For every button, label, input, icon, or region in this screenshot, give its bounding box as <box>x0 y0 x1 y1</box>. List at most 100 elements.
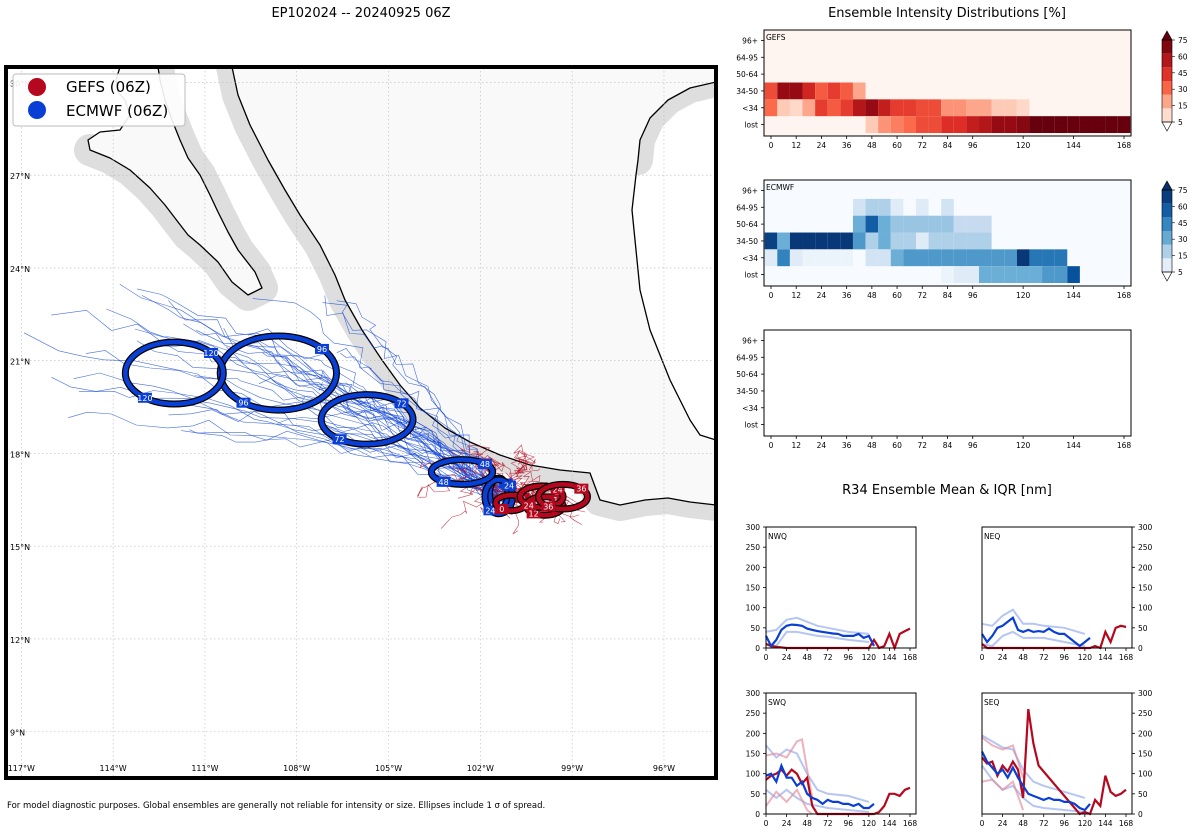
x-tick-label: 144 <box>882 653 897 662</box>
lead-label: 36 <box>543 503 553 512</box>
heatmap-cell <box>966 266 980 283</box>
heatmap-cell <box>789 249 803 267</box>
y-tick-label: 250 <box>1138 543 1153 552</box>
x-tick-label: 24 <box>817 291 827 300</box>
heatmap-cell <box>802 249 816 267</box>
colorbar-tick-label: 5 <box>1178 118 1183 127</box>
heatmap-cell <box>815 232 828 250</box>
heatmap-cell <box>941 198 954 216</box>
ecmwf-iqr-line <box>981 608 1086 635</box>
heatmap-cell <box>815 99 828 117</box>
heatmap-cell <box>827 249 841 267</box>
track-map: 00242448487272969612012000121224243636 3… <box>4 65 718 780</box>
lon-label: 96°W <box>653 764 675 773</box>
heatmap-cell <box>777 99 790 117</box>
heatmap-cell <box>979 232 992 250</box>
lead-label-bg <box>394 398 409 409</box>
heatmap-cell <box>878 215 891 233</box>
intensity-panel: 96+ 64-95 50-64 34-50 <34 lost 0 12 24 36 48 60 72 84… <box>736 329 1132 450</box>
lead-label: 24 <box>553 486 563 495</box>
heatmap-cell <box>802 232 816 250</box>
panel-label: GEFS <box>766 33 786 42</box>
ecmwf-member-track <box>331 395 500 492</box>
colorbar-segment <box>1162 258 1172 272</box>
heatmap-cell <box>915 116 929 133</box>
ecmwf-mean-line <box>765 762 875 810</box>
colorbar-tick-label: 15 <box>1178 252 1188 261</box>
heatmap-cell <box>802 82 816 100</box>
x-tick-label: 168 <box>1119 653 1134 662</box>
heatmap-cell <box>852 99 866 117</box>
lead-label-bg <box>526 508 541 519</box>
ecmwf-member-track <box>324 295 496 493</box>
lead-label: 96 <box>238 399 248 408</box>
y-tick-label: 300 <box>746 523 761 532</box>
ecmwf-iqr-line <box>765 630 870 648</box>
heatmap-cell <box>852 215 866 233</box>
colorbar-frame <box>1161 189 1173 273</box>
colorbar-tick-label: 45 <box>1178 219 1188 228</box>
y-tick-label: 50 <box>750 790 760 799</box>
quadrant-label: NWQ <box>768 532 787 541</box>
row-label: <34 <box>742 254 758 263</box>
heatmap-cell <box>915 232 929 250</box>
y-tick-label: 0 <box>1138 810 1143 819</box>
row-label: 64-95 <box>736 353 758 362</box>
ecmwf-iqr-line <box>981 734 1086 799</box>
row-label: 50-64 <box>736 70 758 79</box>
y-tick-label: 150 <box>746 750 761 759</box>
lead-label: 24 <box>504 482 514 491</box>
x-tick-label: 12 <box>791 141 801 150</box>
gefs-mean-line <box>981 708 1127 816</box>
heatmap-cell <box>966 232 980 250</box>
lat-label: 9°N <box>10 729 25 738</box>
x-tick-label: 60 <box>892 141 902 150</box>
colorbar-tick-label: 75 <box>1178 186 1188 195</box>
colorbar-segment <box>1162 217 1172 231</box>
x-tick-label: 120 <box>862 819 877 828</box>
gefs-iqr-line <box>981 736 1025 779</box>
heatmap-cell <box>941 116 954 133</box>
heatmap-cell <box>777 232 790 250</box>
x-tick-label: 120 <box>1078 819 1093 828</box>
heatmap-cell <box>941 232 954 250</box>
lead-label: 0 <box>499 505 504 514</box>
y-tick-label: 50 <box>1138 790 1148 799</box>
x-tick-label: 144 <box>1098 819 1113 828</box>
heatmap-cell <box>928 99 942 117</box>
lat-label: 21°N <box>10 358 30 367</box>
heatmap-cell <box>878 116 891 133</box>
row-label: lost <box>744 421 758 430</box>
heatmap-cell <box>1042 266 1055 283</box>
quadrant-label: SEQ <box>984 698 999 707</box>
x-tick-label: 120 <box>1016 291 1031 300</box>
heatmap-cell <box>890 198 904 216</box>
lead-label-bg <box>332 434 347 445</box>
gefs-iqr-line <box>765 738 814 799</box>
lead-label-bg <box>236 397 251 408</box>
x-tick-label: 24 <box>817 141 827 150</box>
heatmap-cell <box>941 266 954 283</box>
intensity-panel: ECMWF 96+ 64-95 50-64 34-50 <34 lost 0 12 24 36 48 6… <box>736 179 1188 300</box>
lat-label: 12°N <box>10 636 30 645</box>
heatmap-cell <box>1079 116 1093 133</box>
x-tick-label: 36 <box>842 441 852 450</box>
ecmwf-mean-line <box>981 751 1091 812</box>
colorbar-tick-label: 30 <box>1178 235 1188 244</box>
x-tick-label: 72 <box>918 291 928 300</box>
r34-quadrant: SEQ 0 50 100 150 200 250 300 0 24 48 72 96 120 144 168 <box>980 689 1153 828</box>
heatmap-cell <box>789 99 803 117</box>
quadrant-label: SWQ <box>768 698 786 707</box>
legend-ecmwf-label: ECMWF (06Z) <box>66 102 168 120</box>
heatmap-cell <box>953 99 967 117</box>
heatmap-cell <box>1067 116 1080 133</box>
heatmap-cell <box>802 99 816 117</box>
track-ellipses: 00242448487272969612012000121224243636 <box>121 332 591 519</box>
heatmap-cell <box>815 249 828 267</box>
heatmap-cell <box>1016 99 1030 117</box>
heatmap-cell <box>928 116 942 133</box>
lead-label: 72 <box>396 399 406 408</box>
y-tick-label: 0 <box>755 810 760 819</box>
intensity-panel: GEFS 96+ 64-95 50-64 34-50 <34 lost 0 12 24 36 48 60… <box>736 29 1188 150</box>
